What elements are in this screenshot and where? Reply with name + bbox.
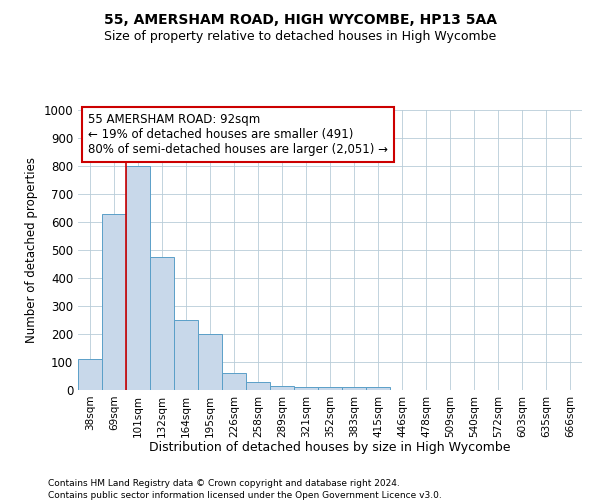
Text: Contains HM Land Registry data © Crown copyright and database right 2024.: Contains HM Land Registry data © Crown c… (48, 479, 400, 488)
Bar (198, 334, 222, 390)
Bar (102, 214, 126, 390)
Y-axis label: Number of detached properties: Number of detached properties (25, 157, 38, 343)
Bar (126, 166, 150, 390)
Text: Size of property relative to detached houses in High Wycombe: Size of property relative to detached ho… (104, 30, 496, 43)
Bar (342, 387, 366, 390)
Bar (150, 257, 174, 390)
Bar (222, 373, 246, 390)
Bar (246, 382, 270, 390)
Bar (318, 387, 342, 390)
Text: 55 AMERSHAM ROAD: 92sqm
← 19% of detached houses are smaller (491)
80% of semi-d: 55 AMERSHAM ROAD: 92sqm ← 19% of detache… (88, 113, 388, 156)
Bar (270, 386, 294, 390)
Bar (294, 387, 318, 390)
Bar (174, 320, 198, 390)
Text: Distribution of detached houses by size in High Wycombe: Distribution of detached houses by size … (149, 441, 511, 454)
Text: 55, AMERSHAM ROAD, HIGH WYCOMBE, HP13 5AA: 55, AMERSHAM ROAD, HIGH WYCOMBE, HP13 5A… (104, 12, 497, 26)
Bar (366, 387, 390, 390)
Text: Contains public sector information licensed under the Open Government Licence v3: Contains public sector information licen… (48, 491, 442, 500)
Bar (78, 359, 102, 390)
